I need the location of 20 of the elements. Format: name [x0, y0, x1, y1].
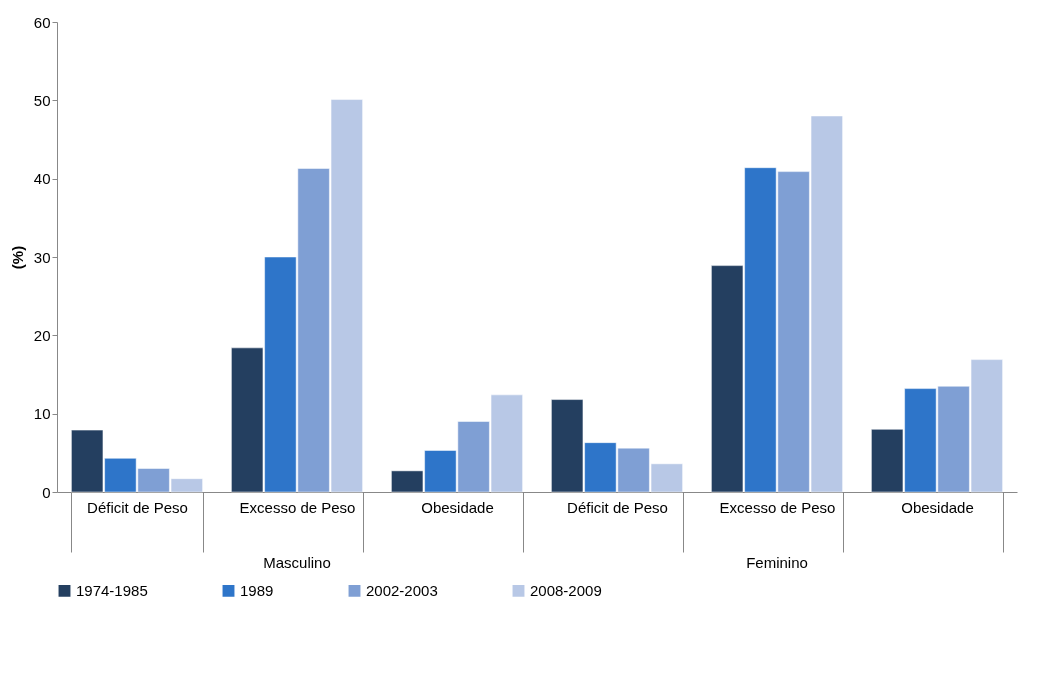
- y-axis-title: (%): [8, 245, 26, 270]
- x-tick-label: Déficit de Peso: [87, 498, 188, 516]
- x-tick-label: Excesso de Peso: [719, 498, 836, 516]
- text: Masculino: [263, 554, 331, 571]
- y-tick-label: 30: [33, 248, 51, 266]
- y-tick-label: 40: [33, 170, 51, 188]
- x-tick-label: Obesidade: [421, 498, 494, 516]
- text: Feminino: [746, 554, 808, 571]
- y-tick-label: 10: [33, 405, 51, 423]
- y-tick-label: 60: [33, 13, 51, 31]
- x-tick-label: Obesidade: [901, 498, 974, 516]
- y-tick-label: 0: [42, 483, 51, 501]
- legend-label: 1974-1985: [76, 581, 148, 599]
- x-tick-label: Excesso de Peso: [239, 498, 356, 516]
- legend-label: 2002-2003: [366, 581, 438, 599]
- y-tick-label: 50: [33, 91, 51, 109]
- legend-label: 2008-2009: [530, 581, 602, 599]
- x-tick-label: Déficit de Peso: [567, 498, 668, 516]
- legend-label: 1989: [240, 581, 274, 599]
- y-tick-label: 20: [33, 326, 51, 344]
